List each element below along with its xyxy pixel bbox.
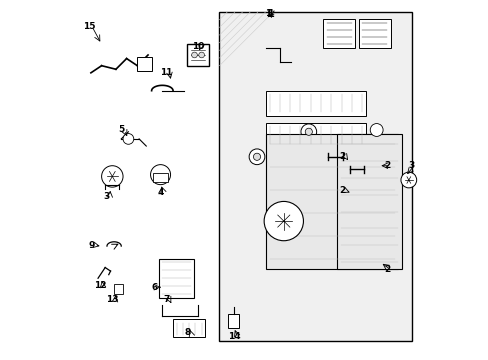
Text: 7: 7 <box>163 295 169 304</box>
Bar <box>173 319 205 337</box>
Text: 5: 5 <box>118 126 124 135</box>
Text: 8: 8 <box>184 328 191 337</box>
Circle shape <box>305 128 312 135</box>
Bar <box>153 173 167 182</box>
Bar <box>265 134 397 269</box>
Circle shape <box>253 153 260 160</box>
Bar <box>358 19 390 48</box>
Text: 1: 1 <box>267 9 274 19</box>
Text: 3: 3 <box>103 192 110 201</box>
Text: 14: 14 <box>228 332 240 341</box>
Bar <box>265 91 365 116</box>
Text: 15: 15 <box>82 22 95 31</box>
Bar <box>137 57 151 71</box>
Text: 2: 2 <box>384 161 390 170</box>
Circle shape <box>150 165 170 185</box>
Text: 2: 2 <box>384 265 390 274</box>
Circle shape <box>198 52 204 58</box>
Bar <box>159 258 194 298</box>
Circle shape <box>248 149 264 165</box>
Text: 9: 9 <box>88 240 95 249</box>
Circle shape <box>191 52 197 58</box>
Circle shape <box>102 166 123 187</box>
Circle shape <box>400 172 416 188</box>
Text: 3: 3 <box>407 161 414 170</box>
Circle shape <box>123 134 134 144</box>
Bar <box>219 12 411 341</box>
Text: 1: 1 <box>264 9 270 18</box>
Text: 13: 13 <box>106 295 118 304</box>
Bar <box>187 44 208 66</box>
Bar <box>265 123 365 148</box>
Text: 6: 6 <box>151 283 157 292</box>
Bar <box>323 19 354 48</box>
Text: 4: 4 <box>157 188 163 197</box>
Text: 2: 2 <box>339 186 345 195</box>
Text: 2: 2 <box>339 152 345 161</box>
Bar <box>228 314 239 328</box>
Circle shape <box>300 124 316 140</box>
Bar <box>337 134 401 269</box>
Bar <box>114 284 123 294</box>
Text: 10: 10 <box>191 41 204 50</box>
Circle shape <box>264 202 303 241</box>
Text: 12: 12 <box>93 281 106 290</box>
Circle shape <box>369 123 382 136</box>
Text: 11: 11 <box>160 68 173 77</box>
